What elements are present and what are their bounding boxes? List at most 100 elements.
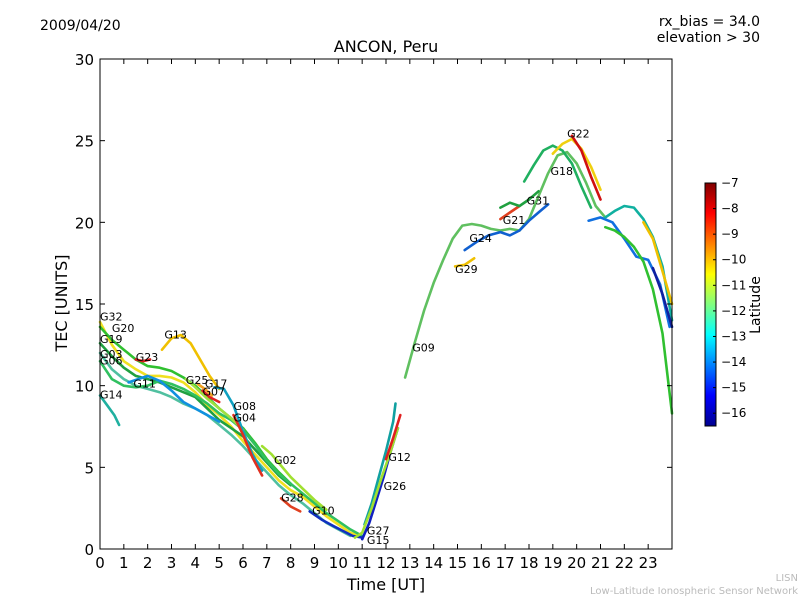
footer-short: LISN [775, 573, 798, 584]
x-tick-label: 19 [543, 554, 562, 572]
series-line-g32 [98, 320, 362, 538]
series-line-g29 [453, 257, 476, 268]
series-line-g26 [353, 426, 400, 539]
latitude-colorbar: −7 −8 −9 −10 −11 −12 −13 −14 −15 −16 [704, 176, 746, 427]
x-tick-label: 3 [167, 554, 177, 572]
series-label-g18: G18 [550, 165, 573, 178]
series-line-g14 [98, 394, 121, 427]
series-label-g24: G24 [469, 232, 492, 245]
series-line-g23 [134, 358, 152, 363]
series-line-g28 [279, 497, 302, 513]
x-tick-label: 20 [567, 554, 586, 572]
x-tick-label: 23 [639, 554, 658, 572]
series-label-g06: G06 [100, 354, 123, 367]
series-label-g31: G31 [527, 194, 550, 207]
x-tick-label: 14 [424, 554, 443, 572]
x-tick-label: 9 [310, 554, 320, 572]
date-label: 2009/04/20 [40, 18, 121, 34]
series-label-g11: G11 [133, 377, 156, 390]
series-line-g21 [499, 204, 521, 221]
series-label-g03: G03 [100, 348, 123, 361]
y-tick-label: 10 [75, 378, 94, 396]
y-tick-label: 0 [84, 541, 94, 559]
x-tick-label: 15 [448, 554, 467, 572]
colorbar-tick-label: −13 [721, 329, 746, 343]
rx-bias-label: rx_bias = 34.0 [658, 14, 760, 30]
footer: LISN Low-Latitude Ionospheric Sensor Net… [590, 572, 798, 598]
x-axis-label: Time [UT] [346, 575, 425, 594]
series-line-g08 [213, 386, 264, 472]
series-line-track-31 [604, 225, 674, 415]
receiver-info: rx_bias = 34.0 elevation > 30 [657, 14, 760, 46]
colorbar-tick-label: −12 [721, 304, 746, 318]
series-label-g12: G12 [388, 451, 411, 464]
x-tick-label: 17 [496, 554, 515, 572]
x-tick-label: 4 [191, 554, 201, 572]
y-axis-label: TEC [UNITS] [52, 255, 71, 353]
x-tick-label: 22 [615, 554, 634, 572]
series-label-g15: G15 [367, 534, 390, 547]
colorbar-tick-label: −8 [721, 202, 739, 216]
series-line-g02 [260, 444, 328, 512]
x-tick-label: 18 [519, 554, 538, 572]
series-line-g27 [363, 402, 397, 526]
x-tick-label: 12 [376, 554, 395, 572]
series-label-g09: G09 [412, 341, 435, 354]
series-label-g25: G25 [186, 374, 209, 387]
y-tick-label: 30 [75, 51, 94, 69]
x-tick-label: 0 [95, 554, 105, 572]
y-tick-label: 5 [84, 459, 94, 477]
y-tick-label: 20 [75, 214, 94, 232]
x-tick-label: 2 [143, 554, 153, 572]
colorbar-tick-label: −9 [721, 227, 739, 241]
colorbar-gradient [704, 182, 717, 427]
footer-long: Low-Latitude Ionospheric Sensor Network [590, 586, 798, 597]
series-label-g28: G28 [281, 492, 304, 505]
colorbar-label: Latitude [748, 276, 764, 334]
series-line-g31 [499, 190, 540, 209]
series-line-track-32 [642, 221, 674, 306]
series-label-g17: G17 [205, 377, 228, 390]
x-tick-label: 1 [119, 554, 129, 572]
elevation-label: elevation > 30 [656, 30, 760, 46]
x-tick-label: 10 [329, 554, 348, 572]
x-tick-label: 8 [286, 554, 296, 572]
series-label-g10: G10 [312, 505, 335, 518]
colorbar-tick-label: −11 [721, 278, 746, 292]
series-line-g12 [384, 413, 402, 461]
series-line-g17 [196, 382, 214, 397]
colorbar-tick-label: −14 [721, 355, 746, 369]
series-line-g19 [98, 341, 292, 487]
series-label-g29: G29 [455, 263, 478, 276]
series-line-g25 [184, 377, 245, 432]
y-tick-label: 15 [75, 296, 94, 314]
chart-title: ANCON, Peru [333, 37, 439, 56]
series-label-g27: G27 [367, 524, 390, 537]
series-label-g14: G14 [100, 389, 123, 402]
series-label-g20: G20 [112, 322, 135, 335]
series-line-g11 [127, 374, 221, 423]
series-label-g07: G07 [202, 385, 225, 398]
series-layer [98, 134, 674, 541]
x-tick-label: 13 [400, 554, 419, 572]
series-line-g07 [201, 389, 221, 404]
series-label-g22: G22 [567, 127, 590, 140]
x-tick-label: 7 [262, 554, 272, 572]
series-label-g19: G19 [100, 333, 123, 346]
series-label-g04: G04 [233, 412, 256, 425]
colorbar-tick-label: −10 [721, 253, 746, 267]
series-line-g04 [232, 413, 264, 477]
x-tick-label: 11 [353, 554, 372, 572]
series-line-track-33 [651, 266, 674, 329]
y-tick-label: 25 [75, 133, 94, 151]
series-label-g26: G26 [384, 480, 407, 493]
series-label-g08: G08 [233, 400, 256, 413]
axes: 0 1 2 3 4 5 6 7 8 9 10 11 12 13 14 15 16 17 18 19 20 21 22 2305… [75, 51, 673, 572]
series-line-g13 [160, 333, 221, 391]
colorbar-tick-label: −7 [721, 176, 739, 190]
series-line-g09 [403, 150, 607, 379]
series-line-g24 [463, 203, 550, 252]
series-line-track-28 [570, 134, 602, 201]
